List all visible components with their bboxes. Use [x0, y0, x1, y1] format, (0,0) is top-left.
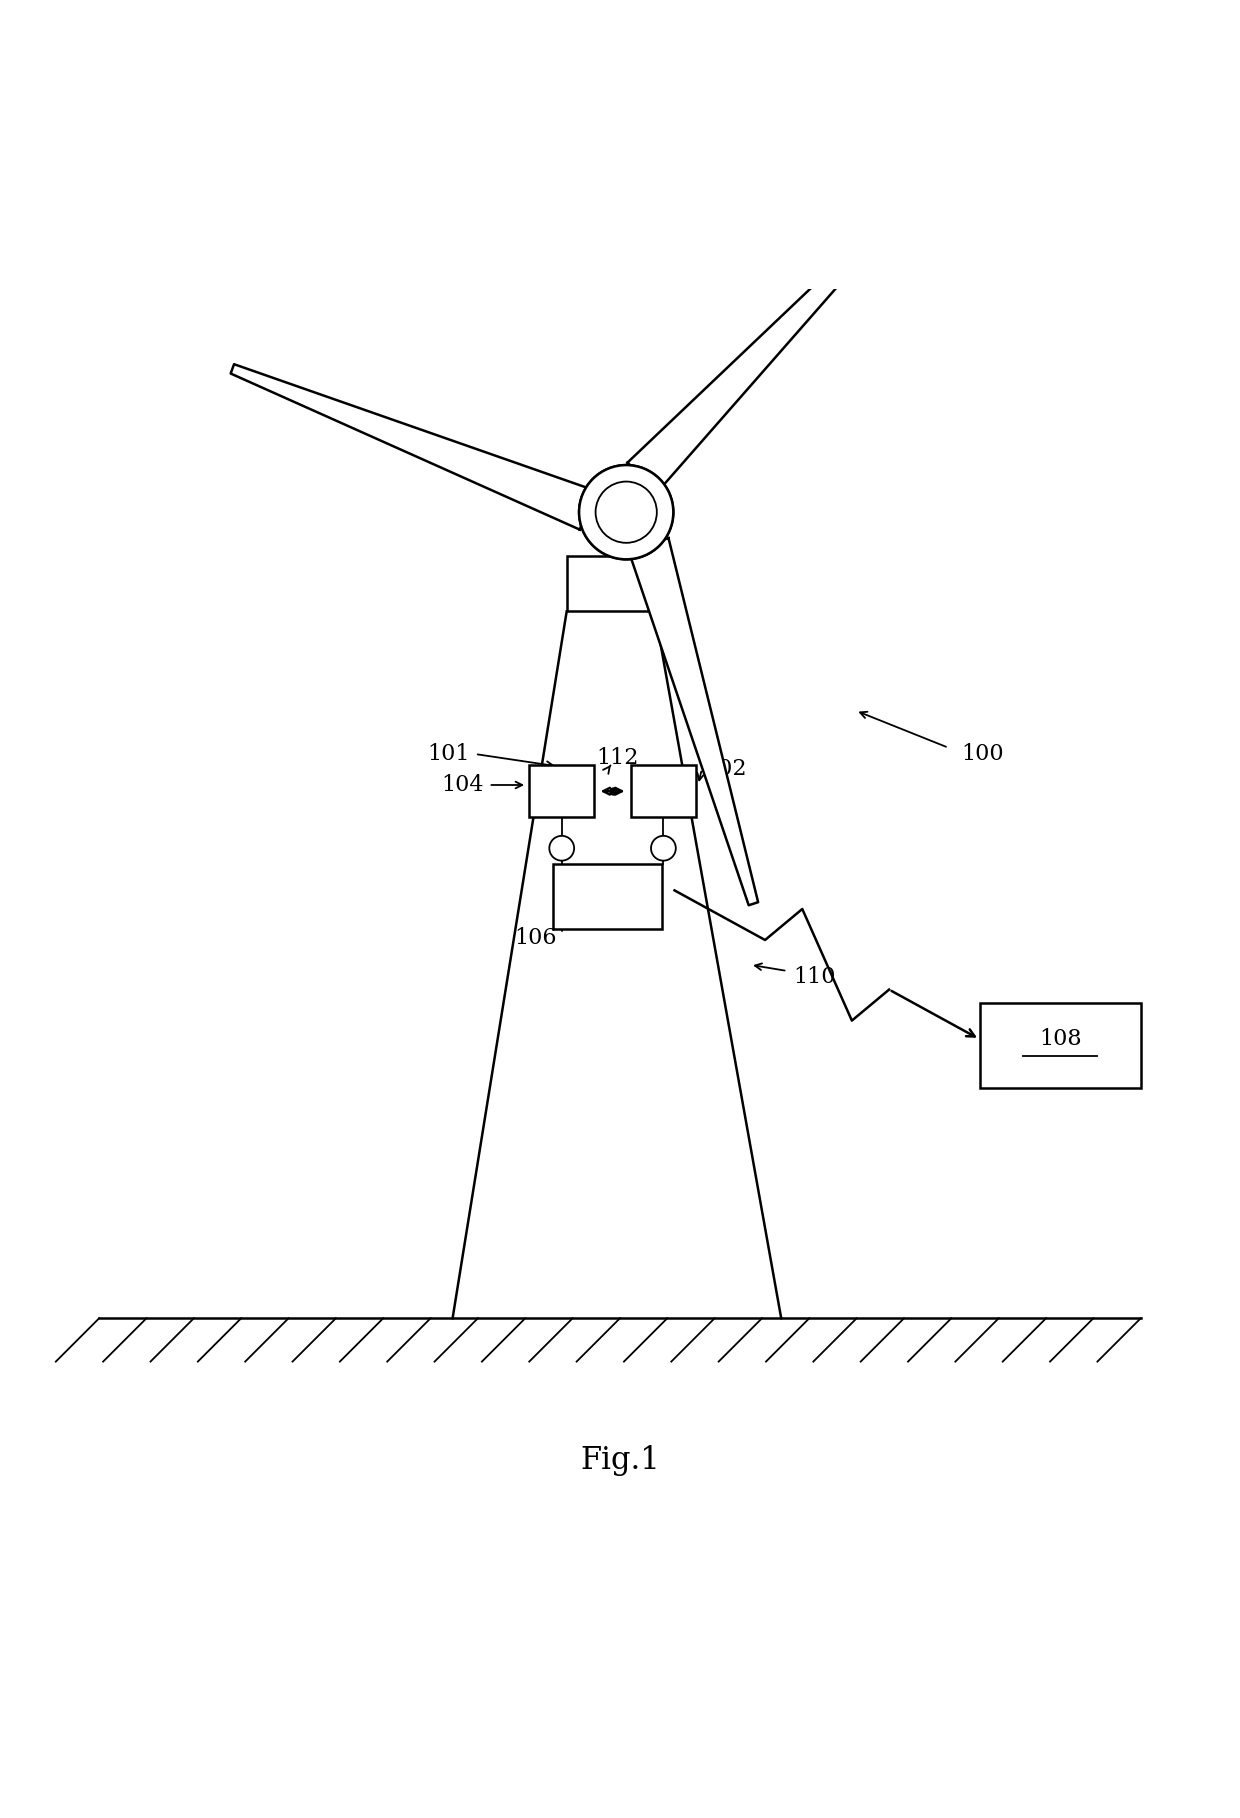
Text: 110: 110 — [794, 967, 836, 989]
Bar — [529, 765, 594, 818]
Text: 106: 106 — [515, 927, 557, 949]
Text: 100: 100 — [961, 744, 1003, 765]
Circle shape — [549, 836, 574, 860]
Circle shape — [579, 465, 673, 560]
Text: 112: 112 — [596, 747, 639, 769]
Bar — [980, 1004, 1141, 1087]
Polygon shape — [629, 538, 758, 905]
Text: 104: 104 — [441, 774, 484, 796]
Text: 101: 101 — [428, 744, 470, 765]
Polygon shape — [231, 364, 594, 529]
Circle shape — [651, 836, 676, 860]
Polygon shape — [627, 220, 890, 491]
Text: Fig.1: Fig.1 — [580, 1445, 660, 1476]
Bar — [567, 556, 655, 611]
Text: 108: 108 — [1039, 1029, 1081, 1051]
Circle shape — [579, 465, 673, 560]
Text: 102: 102 — [704, 758, 746, 780]
Bar — [631, 765, 696, 818]
Bar — [553, 864, 662, 929]
